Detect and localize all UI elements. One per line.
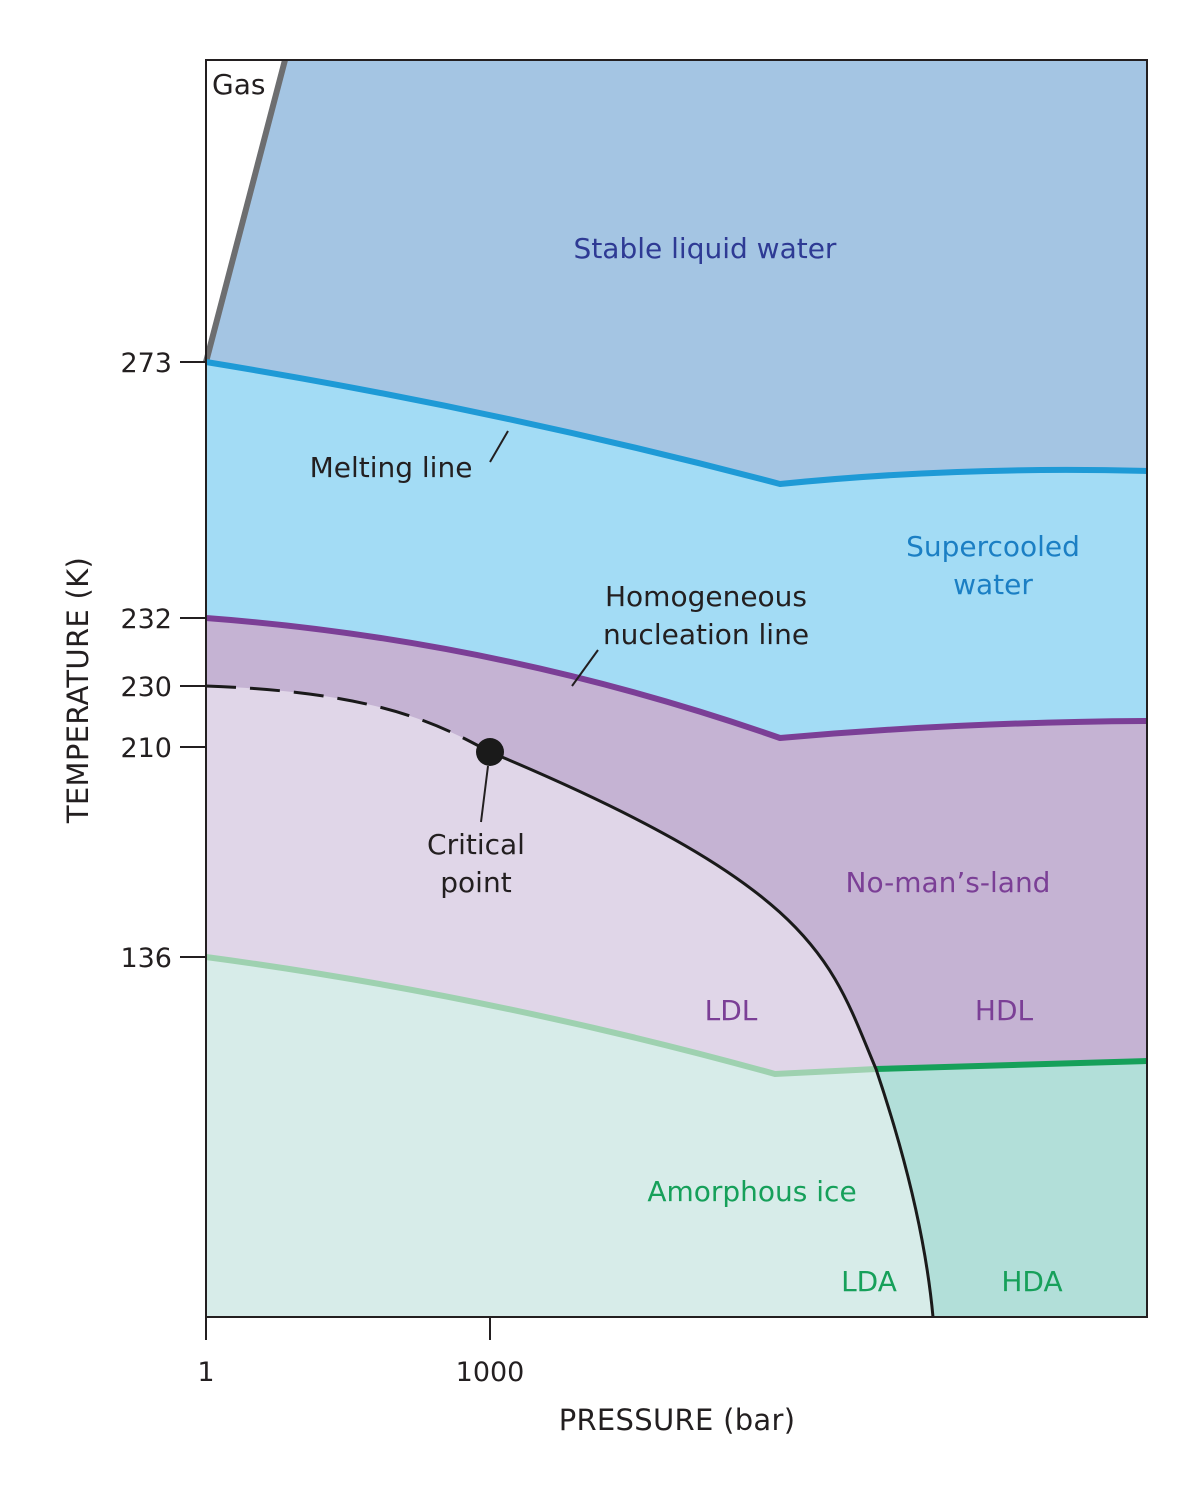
x-tick-label-1000: 1000 <box>456 1357 525 1388</box>
ldl-label: LDL <box>705 994 758 1027</box>
stable-liquid-water-label: Stable liquid water <box>574 232 837 265</box>
gas-boundary-line <box>203 59 288 363</box>
x-axis-title: PRESSURE (bar) <box>559 1403 796 1437</box>
nucleation-line-annotation-line2: nucleation line <box>603 618 809 651</box>
amorphous-ice-label: Amorphous ice <box>647 1175 856 1208</box>
hdl-label: HDL <box>975 994 1034 1027</box>
critical-point-annotation-line1: Critical <box>427 828 525 861</box>
no-mans-land-label: No-man’s-land <box>846 866 1051 899</box>
y-tick-label-230: 230 <box>120 672 172 703</box>
stable-liquid-region <box>206 60 1147 484</box>
y-axis-title: TEMPERATURE (K) <box>61 557 95 824</box>
plot-frame <box>205 59 1148 1318</box>
melting-line <box>205 359 1148 488</box>
homogeneous-nucleation-line <box>205 615 1148 742</box>
x-axis <box>205 1317 491 1340</box>
supercooled-water-label-line2: water <box>953 568 1033 601</box>
y-tick-label-232: 232 <box>120 604 172 635</box>
x-tick-label-1: 1 <box>197 1357 214 1388</box>
liquid-liquid-line-dashed <box>205 684 491 754</box>
nucleation-line-leader <box>571 649 599 687</box>
critical-point-leader <box>480 765 489 823</box>
y-tick-label-210: 210 <box>120 733 172 764</box>
y-axis <box>180 361 206 958</box>
lda-label: LDA <box>841 1265 897 1298</box>
amorphous-ice-region <box>206 957 933 1317</box>
supercooled-region <box>206 362 1147 738</box>
ldl-amorphous-boundary <box>205 954 877 1078</box>
y-tick-label-136: 136 <box>120 943 172 974</box>
liquid-liquid-line <box>489 750 935 1318</box>
hda-region <box>876 1061 1147 1317</box>
gas-label: Gas <box>212 68 265 101</box>
melting-line-annotation: Melting line <box>310 451 473 484</box>
y-tick-label-273: 273 <box>120 348 172 379</box>
hdl-hda-boundary <box>875 1058 1148 1072</box>
critical-point-marker <box>476 738 504 766</box>
melting-line-leader <box>489 430 509 463</box>
critical-point-annotation-line2: point <box>440 866 511 899</box>
supercooled-water-label-line1: Supercooled <box>906 530 1080 563</box>
nucleation-line-annotation-line1: Homogeneous <box>605 580 807 613</box>
ldl-region <box>206 686 876 1074</box>
hda-label: HDA <box>1001 1265 1062 1298</box>
